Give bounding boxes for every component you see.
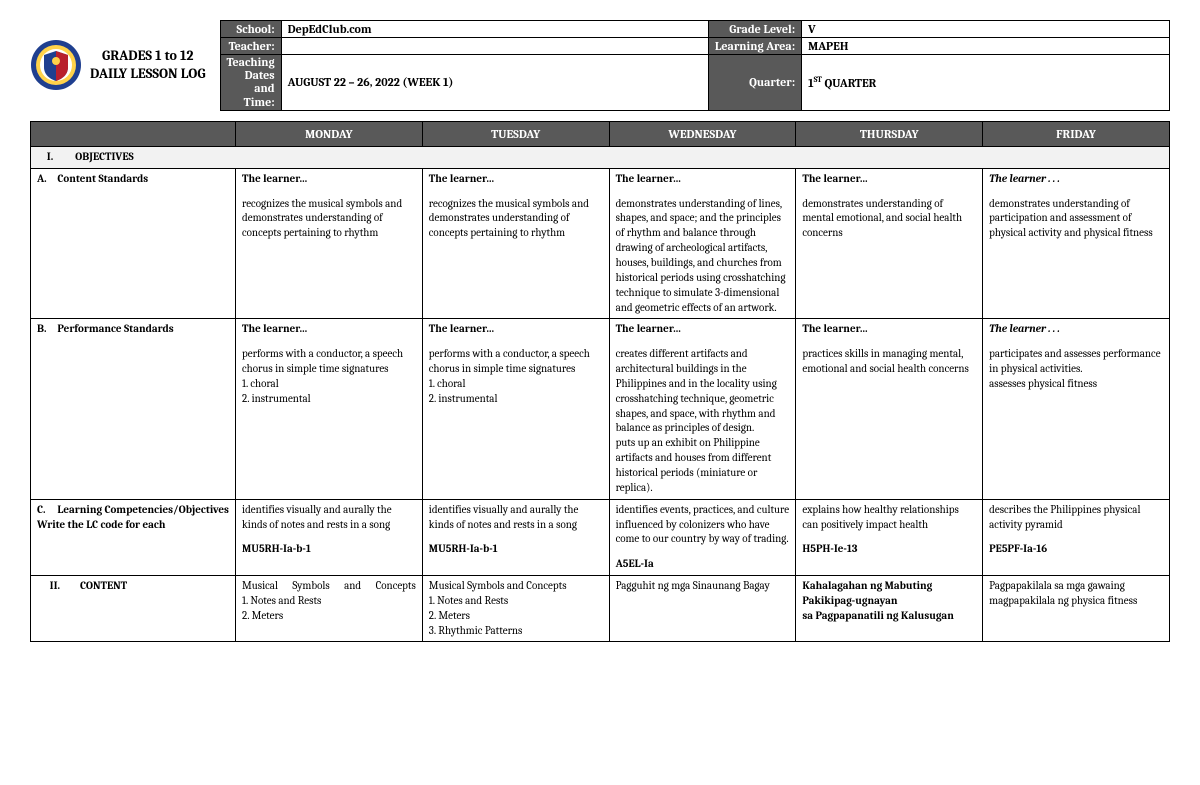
row-performance-standards: B. Performance Standards The learner…per… [31, 319, 1170, 499]
cell-ct-thu: Kahalagahan ng Mabuting Pakikipag-ugnaya… [796, 576, 983, 642]
value-area: MAPEH [802, 38, 1170, 55]
deped-logo [30, 39, 82, 91]
cell-lc-tue: identifies visually and aurally the kind… [422, 499, 609, 575]
section-objectives-row: I. OBJECTIVES [31, 146, 1170, 168]
cell-lc-thu: explains how healthy relationships can p… [796, 499, 983, 575]
cell-lc-wed: identifies events, practices, and cultur… [609, 499, 796, 575]
cell-ct-tue: Musical Symbols and Concepts1. Notes and… [422, 576, 609, 642]
value-quarter: 1ST QUARTER [802, 55, 1170, 111]
day-header-friday: FRIDAY [983, 121, 1170, 146]
sidecell-content-standards: A. Content Standards [31, 168, 236, 319]
title-line-2: DAILY LESSON LOG [90, 65, 206, 82]
cell-ct-wed: Pagguhit ng mga Sinaunang Bagay [609, 576, 796, 642]
cell-lc-fri: describes the Philippines physicalactivi… [983, 499, 1170, 575]
row-content: II. CONTENT Musical Symbols and Concepts… [31, 576, 1170, 642]
sidecell-performance-standards: B. Performance Standards [31, 319, 236, 499]
cell-lc-mon: identifies visually and aurally the kind… [236, 499, 423, 575]
label-school: School: [220, 21, 281, 38]
label-quarter: Quarter: [708, 55, 801, 111]
day-header-monday: MONDAY [236, 121, 423, 146]
day-header-tuesday: TUESDAY [422, 121, 609, 146]
cell-ps-tue: The learner…performs with a conductor, a… [422, 319, 609, 499]
lesson-log-table: MONDAY TUESDAY WEDNESDAY THURSDAY FRIDAY… [30, 121, 1170, 643]
value-dates: AUGUST 22 – 26, 2022 (WEEK 1) [281, 55, 708, 111]
cell-cs-fri: The learner . . .demonstrates understand… [983, 168, 1170, 319]
cell-ct-fri: Pagpapakilala sa mga gawaing magpapakila… [983, 576, 1170, 642]
title-line-1: GRADES 1 to 12 [102, 47, 194, 64]
cell-ps-mon: The learner…performs with a conductor, a… [236, 319, 423, 499]
cell-ps-wed: The learner…creates different artifacts … [609, 319, 796, 499]
cell-ps-fri: The learner . . .participates and assess… [983, 319, 1170, 499]
cell-ct-mon: Musical Symbols and Concepts1. Notes and… [236, 576, 423, 642]
label-area: Learning Area: [708, 38, 801, 55]
document-title: GRADES 1 to 12 DAILY LESSON LOG [90, 47, 212, 83]
day-header-row: MONDAY TUESDAY WEDNESDAY THURSDAY FRIDAY [31, 121, 1170, 146]
sidecell-content: II. CONTENT [31, 576, 236, 642]
cell-ps-thu: The learner…practices skills in managing… [796, 319, 983, 499]
value-grade: V [802, 21, 1170, 38]
cell-cs-thu: The learner…demonstrates understanding o… [796, 168, 983, 319]
value-school: DepEdClub.com [281, 21, 708, 38]
value-teacher [281, 38, 708, 55]
day-header-wednesday: WEDNESDAY [609, 121, 796, 146]
sidecell-learning-competencies: C. Learning Competencies/Objectives Writ… [31, 499, 236, 575]
label-teacher: Teacher: [220, 38, 281, 55]
cell-cs-mon: The learner…recognizes the musical symbo… [236, 168, 423, 319]
cell-cs-tue: The learner…recognizes the musical symbo… [422, 168, 609, 319]
cell-cs-wed: The learner…demonstrates understanding o… [609, 168, 796, 319]
section-objectives-cell: I. OBJECTIVES [31, 146, 1170, 168]
row-learning-competencies: C. Learning Competencies/Objectives Writ… [31, 499, 1170, 575]
day-header-thursday: THURSDAY [796, 121, 983, 146]
info-table: School: DepEdClub.com Grade Level: V Tea… [220, 20, 1170, 111]
document-header: GRADES 1 to 12 DAILY LESSON LOG School: … [30, 20, 1170, 111]
label-grade: Grade Level: [708, 21, 801, 38]
label-dates: Teaching Dates and Time: [220, 55, 281, 111]
row-content-standards: A. Content Standards The learner…recogni… [31, 168, 1170, 319]
day-header-blank [31, 121, 236, 146]
